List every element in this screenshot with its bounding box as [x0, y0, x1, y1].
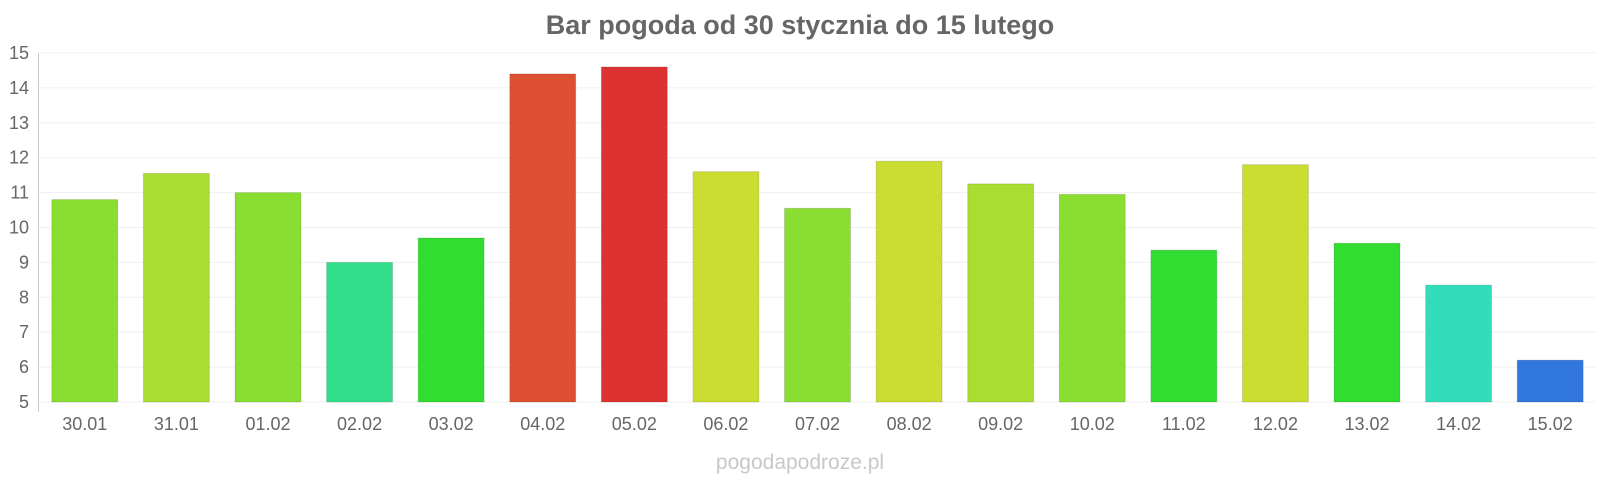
y-tick-label: 6 [19, 357, 29, 377]
bar-31.01[interactable] [142, 172, 210, 403]
y-tick-label: 13 [9, 113, 29, 133]
bar-04.02[interactable] [509, 73, 577, 403]
x-tick-label: 11.02 [1162, 414, 1206, 434]
bar-13.02[interactable] [1333, 242, 1401, 403]
x-tick-label: 30.01 [62, 414, 107, 434]
x-tick-label: 13.02 [1345, 414, 1390, 434]
bar-11.02[interactable] [1150, 249, 1218, 403]
bar-05.02[interactable] [600, 66, 668, 403]
bar-15.02[interactable] [1516, 359, 1584, 403]
x-tick-label: 15.02 [1528, 414, 1573, 434]
bar-08.02[interactable] [875, 160, 943, 403]
x-tick-label: 07.02 [795, 414, 840, 434]
bars [51, 66, 1584, 403]
x-tick-label: 02.02 [337, 414, 382, 434]
x-tick-label: 05.02 [612, 414, 657, 434]
y-tick-label: 8 [19, 287, 29, 307]
y-tick-label: 10 [9, 218, 29, 238]
y-tick-label: 15 [9, 43, 29, 63]
x-tick-label: 31.01 [154, 414, 199, 434]
bar-01.02[interactable] [234, 192, 302, 403]
x-tick-label: 12.02 [1253, 414, 1298, 434]
x-tick-label: 06.02 [703, 414, 748, 434]
y-tick-label: 14 [9, 78, 29, 98]
y-tick-label: 9 [19, 252, 29, 272]
x-tick-labels: 30.01 31.01 01.02 02.02 03.02 04.02 05.02 06.02… [62, 414, 1572, 434]
x-tick-label: 10.02 [1070, 414, 1115, 434]
y-tick-label: 12 [9, 148, 29, 168]
bar-07.02[interactable] [784, 207, 851, 403]
x-tick-label: 09.02 [978, 414, 1023, 434]
y-tick-label: 7 [19, 322, 29, 342]
y-tick-label: 5 [19, 392, 29, 412]
bar-09.02[interactable] [967, 183, 1035, 403]
chart-title: Bar pogoda od 30 stycznia do 15 lutego [545, 10, 1055, 40]
bar-12.02[interactable] [1241, 164, 1309, 403]
watermark: pogodapodroze.pl [715, 451, 885, 474]
bar-30.01[interactable] [51, 199, 119, 403]
x-tick-label: 08.02 [887, 414, 932, 434]
bar-06.02[interactable] [692, 171, 760, 403]
bar-03.02[interactable] [417, 237, 485, 403]
x-tick-label: 04.02 [520, 414, 565, 434]
y-tick-labels: 5 6 7 8 9 10 11 12 13 14 15 [9, 43, 29, 412]
x-tick-label: 03.02 [429, 414, 474, 434]
bar-14.02[interactable] [1425, 284, 1493, 403]
x-tick-label: 01.02 [245, 414, 290, 434]
x-tick-label: 14.02 [1436, 414, 1481, 434]
y-tick-label: 11 [10, 183, 29, 203]
bar-10.02[interactable] [1058, 193, 1126, 403]
bar-02.02[interactable] [326, 261, 394, 403]
